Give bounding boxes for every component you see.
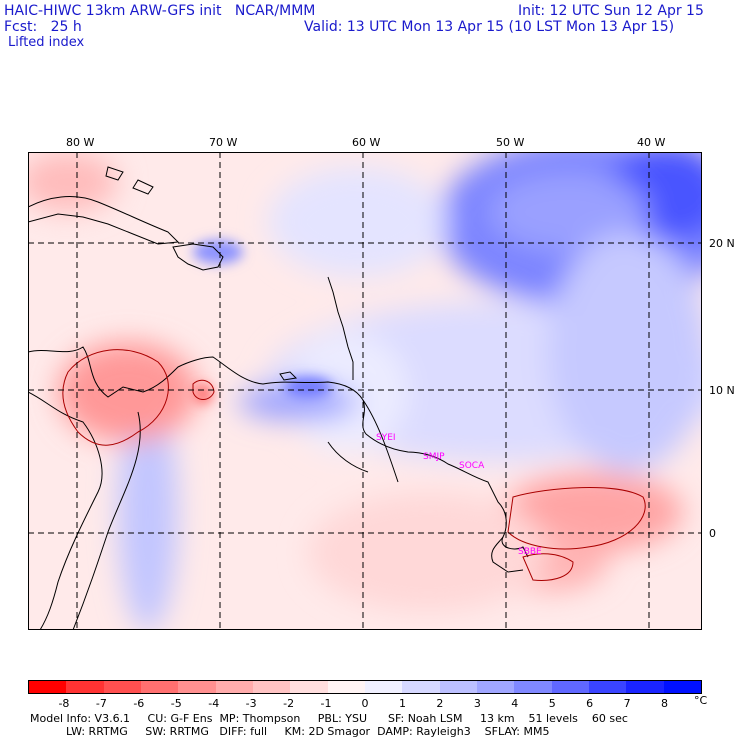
lon-label-40w: 40 W	[637, 136, 666, 149]
colorbar-segment	[215, 681, 253, 693]
colorbar-tick-label: -4	[208, 697, 220, 710]
contour-lines	[62, 349, 646, 581]
colorbar-segment	[588, 681, 627, 693]
colorbar-tick-label: 7	[623, 697, 631, 710]
colorbar-tick-label: 2	[436, 697, 444, 710]
map-border	[28, 152, 702, 630]
stability-field	[28, 152, 702, 630]
colorbar-segment	[439, 681, 477, 693]
colorbar-tick-label: -2	[283, 697, 295, 710]
colorbar-segment	[626, 681, 664, 693]
colorbar-tick-label: 6	[586, 697, 594, 710]
station-sbbe: SBBE	[518, 547, 542, 557]
color-scale-bar	[28, 680, 702, 694]
colorbar-segment	[663, 681, 701, 693]
colorbar-segment	[402, 681, 440, 693]
station-syei: SYEI	[376, 433, 396, 443]
colorbar-segment	[327, 681, 365, 693]
colorbar-segment	[514, 681, 552, 693]
station-markers: SYEI SMJP SOCA SBBE	[376, 433, 542, 557]
colorbar-segment	[252, 681, 291, 693]
lon-label-60w: 60 W	[352, 136, 381, 149]
colorbar-tick-label: 8	[661, 697, 669, 710]
colorbar-segment	[364, 681, 403, 693]
colorbar-segment	[476, 681, 515, 693]
model-title: HAIC-HIWC 13km ARW-GFS init NCAR/MMM	[4, 3, 316, 19]
lat-label-20n: 20 N	[709, 237, 735, 250]
model-info-line2: LW: RRTMG SW: RRTMG DIFF: full KM: 2D Sm…	[66, 725, 550, 738]
lon-label-50w: 50 W	[496, 136, 525, 149]
colorbar-segment	[178, 681, 216, 693]
lat-label-10n: 10 N	[709, 384, 735, 397]
model-info-line1: Model Info: V3.6.1 CU: G-F Ens MP: Thomp…	[30, 712, 628, 725]
colorbar-tick-label: 5	[548, 697, 556, 710]
station-smjp: SMJP	[423, 452, 445, 462]
colorbar-unit: °C	[694, 694, 708, 707]
lon-label-80w: 80 W	[66, 136, 95, 149]
valid-time: Valid: 13 UTC Mon 13 Apr 15 (10 LST Mon …	[304, 19, 675, 35]
lifted-index-map: SYEI SMJP SOCA SBBE	[28, 152, 702, 630]
colorbar-tick-label: 1	[398, 697, 406, 710]
colorbar-segment	[29, 681, 67, 693]
colorbar-tick-label: -1	[320, 697, 332, 710]
lat-lon-grid	[28, 152, 702, 630]
coastlines	[28, 196, 529, 630]
colorbar-tick-label: -3	[245, 697, 257, 710]
station-soca: SOCA	[459, 461, 485, 471]
colorbar-tick-label: 0	[361, 697, 369, 710]
colorbar-tick-label: -8	[58, 697, 70, 710]
colorbar-segment	[103, 681, 141, 693]
island-outlines	[105, 166, 354, 381]
lon-label-70w: 70 W	[209, 136, 238, 149]
lat-label-0: 0	[709, 527, 716, 540]
colorbar-tick-label: 4	[511, 697, 519, 710]
colorbar-tick-label: -5	[170, 697, 182, 710]
colorbar-segment	[551, 681, 589, 693]
init-time: Init: 12 UTC Sun 12 Apr 15	[518, 3, 704, 19]
colorbar-segment	[66, 681, 104, 693]
colorbar-segment	[290, 681, 328, 693]
field-name: Lifted index	[8, 35, 85, 50]
colorbar-tick-label: -7	[95, 697, 107, 710]
colorbar-tick-label: 3	[473, 697, 481, 710]
forecast-hour: Fcst: 25 h	[4, 19, 82, 35]
colorbar-segment	[140, 681, 179, 693]
colorbar-tick-label: -6	[133, 697, 145, 710]
